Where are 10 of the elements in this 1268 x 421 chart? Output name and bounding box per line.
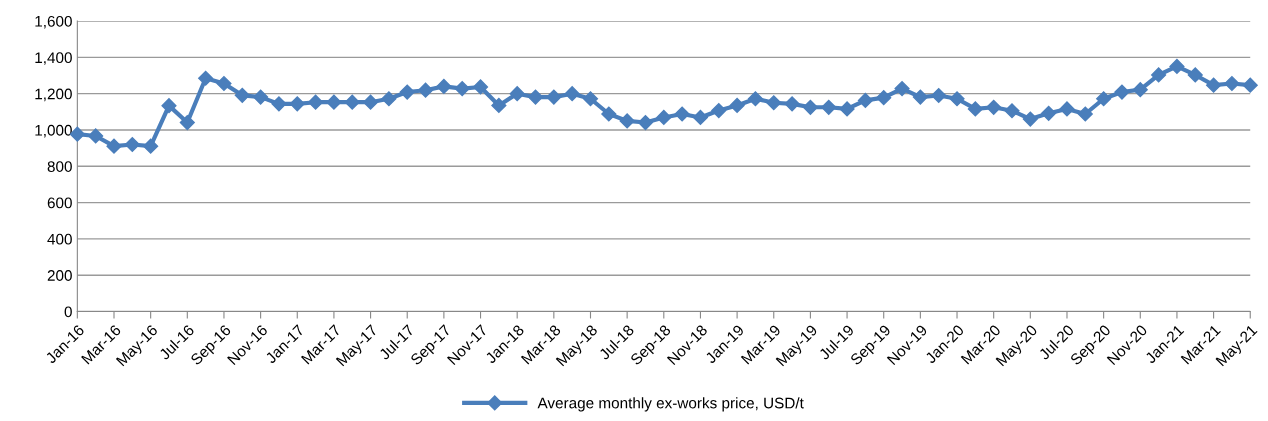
y-tick-label: 600 bbox=[47, 197, 72, 209]
y-tick-label: 800 bbox=[47, 161, 72, 172]
y-tick-label: 0 bbox=[64, 306, 72, 318]
y-tick-label: 200 bbox=[47, 270, 72, 281]
y-tick-label: 400 bbox=[47, 233, 72, 245]
y-tick-label: 1,400 bbox=[35, 52, 72, 65]
y-tick-label: 1,000 bbox=[35, 124, 72, 138]
y-tick-label: 1,200 bbox=[35, 88, 72, 102]
legend-label: Average monthly ex-works price, USD/t bbox=[537, 397, 804, 412]
y-tick-label: 1,600 bbox=[35, 15, 72, 29]
